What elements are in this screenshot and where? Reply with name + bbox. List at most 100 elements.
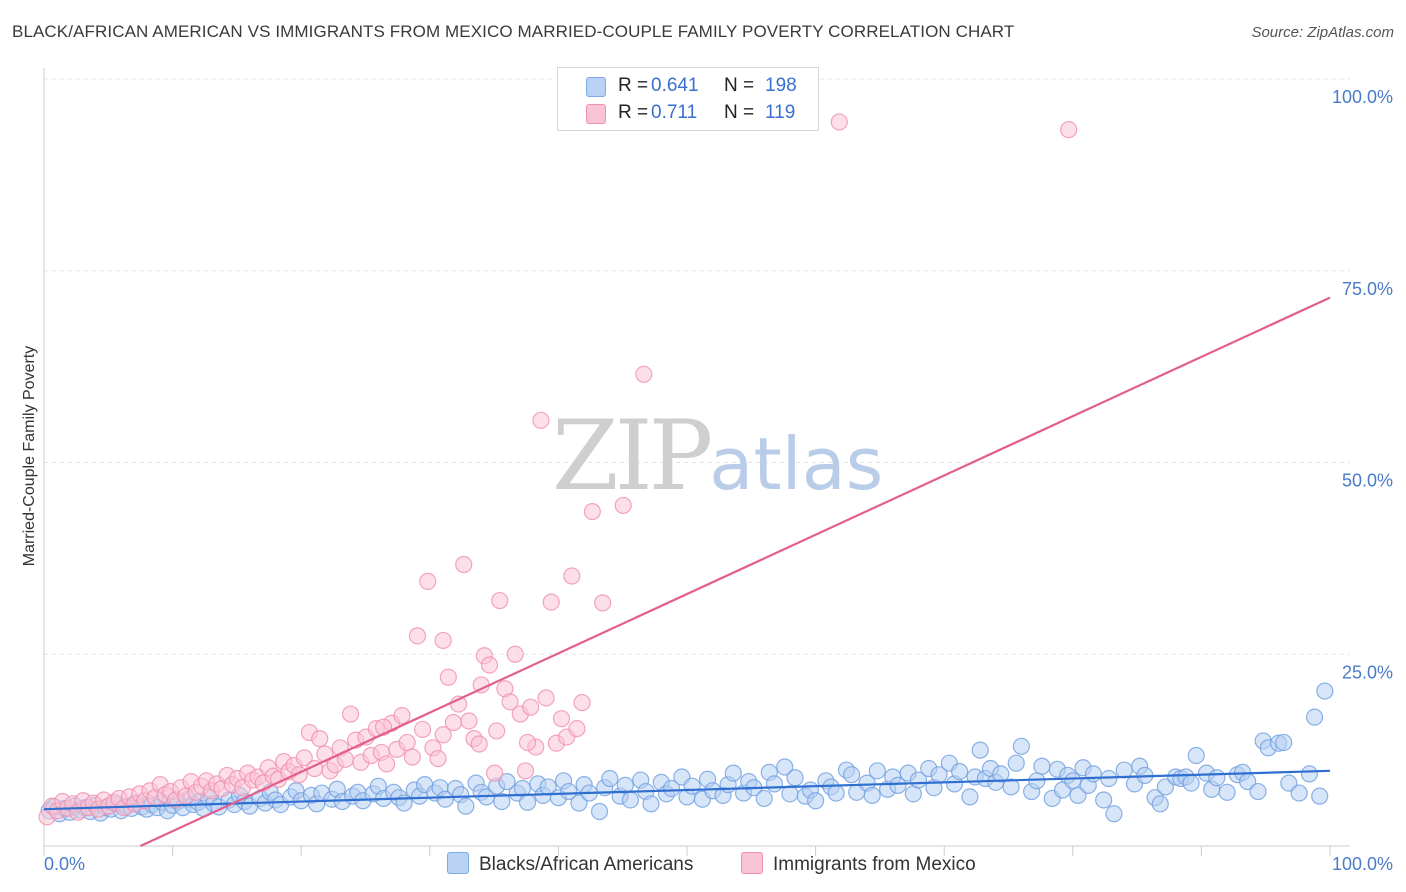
- mexico-point: [341, 705, 360, 723]
- mexico-point: [568, 720, 586, 738]
- mexico-point: [470, 735, 488, 753]
- axes: [43, 68, 1350, 856]
- mexico-point: [311, 730, 329, 748]
- mexico-point: [552, 710, 571, 728]
- blacks-point: [961, 788, 979, 806]
- y-tick-label: 50.0%: [1342, 471, 1393, 491]
- mexico-point: [594, 594, 612, 612]
- blacks-point: [1156, 778, 1174, 796]
- mexico-point: [532, 411, 550, 429]
- bottom-legend-label-mexico: Immigrants from Mexico: [773, 854, 976, 875]
- blacks-point: [1002, 778, 1020, 796]
- series-mexico-points: [38, 73, 1078, 826]
- blacks-point: [1300, 765, 1319, 783]
- mexico-point: [413, 720, 432, 739]
- legend-row-blacks: R = 0.641 N = 198: [558, 74, 818, 100]
- blacks-point: [1105, 805, 1123, 823]
- x-tick-label: 0.0%: [44, 854, 85, 874]
- blacks-point: [457, 797, 475, 815]
- source-label: Source: ZipAtlas.com: [1251, 24, 1394, 41]
- mexico-point: [408, 627, 427, 645]
- blacks-point: [498, 772, 516, 791]
- blacks-point: [781, 785, 799, 803]
- blacks-point: [1280, 774, 1298, 792]
- blacks-point: [951, 763, 969, 781]
- blacks-point: [843, 766, 861, 784]
- y-tick-label: 25.0%: [1342, 662, 1393, 682]
- x-tick-label: 100.0%: [1332, 854, 1393, 874]
- stats-legend: R = 0.641 N = 198 R = 0.711 N = 119: [557, 67, 819, 131]
- blacks-point: [1012, 737, 1030, 755]
- bottom-legend-label-blacks: Blacks/African Americans: [479, 854, 694, 875]
- blacks-point: [806, 792, 825, 810]
- legend-r-label: R =: [618, 102, 649, 123]
- mexico-point: [542, 593, 560, 611]
- mexico-point: [488, 722, 506, 740]
- blacks-point: [971, 741, 989, 759]
- mexico-point: [393, 707, 411, 725]
- blacks-point: [868, 762, 886, 780]
- blacks-point: [1115, 761, 1133, 779]
- blacks-point: [765, 775, 784, 793]
- bottom-legend-mexico: Immigrants from Mexico: [741, 852, 976, 876]
- blacks-point: [1249, 782, 1267, 801]
- blacks-point: [493, 792, 511, 811]
- chart-title: BLACK/AFRICAN AMERICAN VS IMMIGRANTS FRO…: [12, 22, 1015, 41]
- blacks-point: [1084, 765, 1102, 783]
- blacks-point: [662, 779, 681, 798]
- legend-r-value: 0.641: [651, 75, 699, 96]
- mexico-point: [1060, 121, 1078, 139]
- legend-n-value: 198: [765, 75, 797, 96]
- y-tick-label: 100.0%: [1332, 87, 1393, 107]
- mexico-point: [295, 749, 313, 767]
- series-blacks-points: [40, 682, 1334, 823]
- mexico-point: [830, 113, 848, 131]
- mexico-point: [419, 572, 437, 590]
- watermark: ZIPatlas: [552, 400, 883, 512]
- blacks-point: [1316, 682, 1334, 700]
- mexico-point: [491, 591, 509, 610]
- blacks-point: [683, 777, 701, 795]
- mexico-point: [374, 718, 393, 736]
- mexico-point: [434, 631, 452, 650]
- blacks-point: [642, 795, 660, 813]
- blacks-point: [570, 794, 588, 812]
- blacks-point: [590, 802, 609, 821]
- legend-n-label: N =: [724, 102, 755, 123]
- mexico-point: [460, 712, 478, 730]
- blacks-point: [1095, 791, 1113, 809]
- legend-swatch-blue: [586, 77, 606, 97]
- trend-line-mexico: [139, 296, 1331, 847]
- mexico-point: [516, 762, 535, 780]
- blacks-point: [992, 765, 1010, 783]
- blacks-point: [1305, 708, 1324, 726]
- blacks-point: [1069, 786, 1087, 804]
- grid-lines: [44, 78, 1350, 655]
- blacks-point: [1208, 769, 1226, 787]
- blacks-point: [560, 782, 578, 801]
- mexico-point: [398, 733, 416, 752]
- mexico-point: [403, 748, 421, 766]
- blacks-point: [724, 764, 742, 782]
- blacks-point: [1187, 746, 1205, 765]
- blacks-point: [1182, 774, 1200, 792]
- legend-n-label: N =: [724, 75, 755, 96]
- trend-lines: [43, 296, 1331, 847]
- mexico-point: [429, 749, 447, 768]
- blacks-point: [863, 786, 881, 804]
- legend-r-label: R =: [618, 75, 649, 96]
- mexico-point: [522, 698, 540, 716]
- blacks-point: [436, 790, 454, 808]
- mexico-point: [444, 713, 463, 732]
- mexico-point: [614, 496, 632, 515]
- blacks-point: [786, 769, 804, 787]
- y-axis-label: Married-Couple Family Poverty: [21, 346, 38, 567]
- blacks-point: [827, 784, 845, 802]
- blacks-point: [889, 776, 907, 795]
- blacks-point: [1007, 754, 1025, 772]
- blacks-point: [1033, 757, 1051, 775]
- mexico-point: [518, 733, 537, 752]
- mexico-point: [455, 555, 473, 574]
- legend-row-mexico: R = 0.711 N = 119: [558, 101, 818, 127]
- mexico-point: [573, 693, 591, 712]
